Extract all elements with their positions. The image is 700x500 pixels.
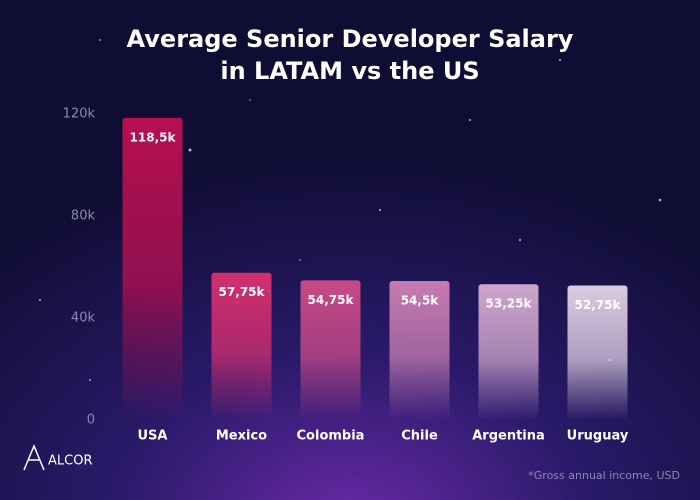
chart-title: Average Senior Developer Salary	[127, 25, 574, 53]
bar	[567, 285, 628, 420]
value-label: 54,75k	[308, 293, 355, 307]
bar	[122, 117, 183, 420]
y-tick-label: 0	[87, 413, 95, 428]
y-tick-label: 40k	[71, 311, 96, 326]
bar	[478, 284, 539, 420]
y-tick-label: 80k	[71, 209, 96, 224]
value-label: 52,75k	[575, 298, 622, 312]
bar	[300, 280, 361, 420]
x-tick-label: USA	[138, 429, 168, 444]
value-label: 54,5k	[401, 294, 440, 308]
x-tick-label: Chile	[401, 429, 438, 444]
logo-text: ALCOR	[48, 454, 92, 469]
x-tick-label: Mexico	[216, 429, 267, 444]
stars	[39, 39, 662, 381]
x-tick-label: Colombia	[297, 429, 365, 444]
x-tick-label: Uruguay	[567, 429, 629, 444]
footnote: *Gross annual income, USD	[528, 469, 680, 482]
x-tick-label: Argentina	[472, 429, 545, 444]
bar	[389, 281, 450, 420]
chart-title: in LATAM vs the US	[220, 57, 479, 85]
y-tick-label: 120k	[63, 107, 96, 122]
value-label: 57,75k	[219, 285, 266, 299]
logo: ALCOR	[23, 444, 92, 471]
value-label: 118,5k	[130, 130, 177, 144]
bar	[211, 272, 272, 420]
value-label: 53,25k	[486, 297, 533, 311]
